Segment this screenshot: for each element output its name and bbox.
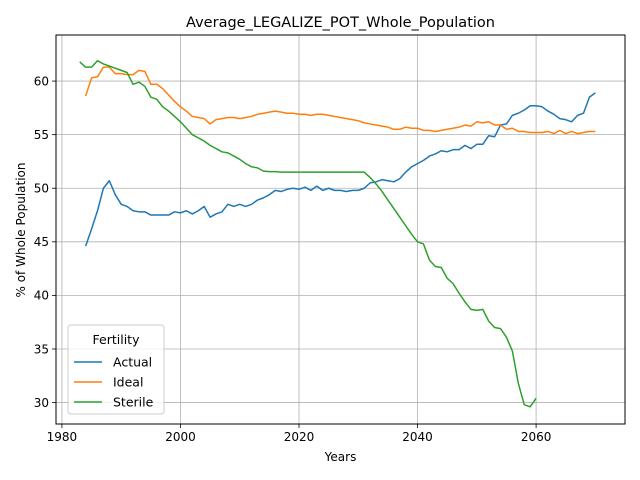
legend-label-actual: Actual (113, 355, 152, 370)
grid (56, 35, 625, 424)
x-axis-ticks: 1980 2000 2020 2040 2060 (47, 424, 552, 444)
x-tick-label: 2060 (521, 430, 552, 444)
series-line-sterile (79, 59, 537, 408)
y-tick-label: 35 (34, 342, 49, 356)
x-tick-label: 1980 (47, 430, 78, 444)
series-line-actual (84, 92, 596, 247)
legend-label-ideal: Ideal (113, 375, 143, 390)
series-line-ideal (84, 66, 596, 135)
y-tick-label: 60 (34, 74, 49, 88)
y-tick-label: 50 (34, 182, 49, 196)
y-tick-label: 55 (34, 128, 49, 142)
y-axis-label: % of Whole Population (14, 163, 28, 298)
legend-items: Actual Ideal Sterile (74, 355, 154, 410)
y-tick-label: 30 (34, 396, 49, 410)
series-lines (79, 59, 596, 408)
x-tick-label: 2020 (284, 430, 315, 444)
legend-label-sterile: Sterile (113, 395, 154, 410)
x-tick-label: 2000 (165, 430, 196, 444)
y-tick-label: 40 (34, 289, 49, 303)
y-tick-label: 45 (34, 235, 49, 249)
x-tick-label: 2040 (402, 430, 433, 444)
chart-title: Average_LEGALIZE_POT_Whole_Population (186, 15, 495, 31)
legend-box (67, 324, 165, 415)
legend-title: Fertility (93, 332, 141, 347)
x-axis-label: Years (324, 450, 357, 464)
y-axis-ticks: 30 35 40 45 50 55 60 (34, 74, 56, 410)
legend: Fertility Actual Ideal Sterile (67, 324, 165, 415)
plot-frame (55, 34, 626, 425)
